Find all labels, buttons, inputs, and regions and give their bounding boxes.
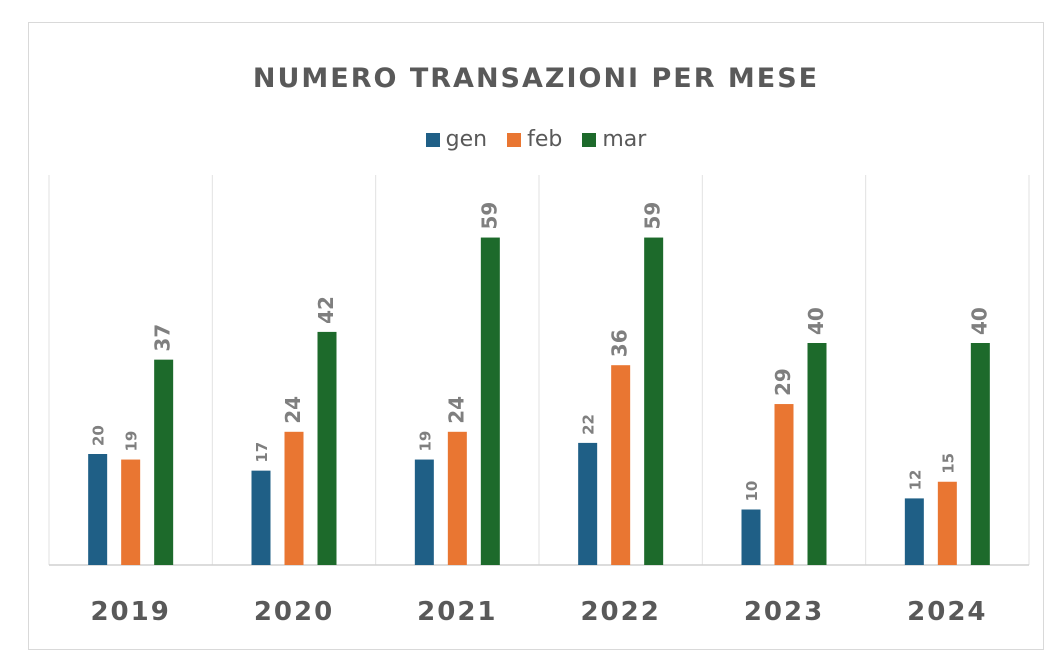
data-label: 37: [151, 324, 175, 352]
bar-feb-2019: [121, 459, 141, 565]
data-label: 24: [444, 396, 468, 424]
data-label: 17: [253, 442, 271, 463]
bar-mar-2021: [480, 237, 500, 566]
data-label: 15: [939, 453, 957, 474]
x-tick-label: 2021: [417, 597, 497, 627]
data-label: 10: [743, 481, 761, 502]
bar-mar-2024: [970, 343, 990, 565]
chart-title: NUMERO TRANSAZIONI PER MESE: [252, 63, 820, 94]
legend-swatch-mar: [582, 132, 597, 147]
chart-frame: NUMERO TRANSAZIONI PER MESE gen feb mar …: [28, 22, 1044, 650]
legend-item-feb: feb: [507, 127, 562, 152]
bar-mar-2020: [317, 331, 337, 565]
bar-gen-2023: [741, 509, 761, 565]
x-tick-label: 2024: [907, 597, 987, 627]
legend: gen feb mar: [29, 127, 1043, 152]
bar-feb-2022: [611, 365, 631, 565]
data-label: 20: [90, 425, 108, 446]
legend-swatch-gen: [425, 132, 440, 147]
bar-feb-2021: [447, 431, 467, 565]
bar-feb-2023: [774, 404, 794, 565]
bar-feb-2024: [937, 481, 957, 565]
bar-gen-2019: [88, 454, 108, 565]
legend-label-mar: mar: [602, 127, 647, 152]
legend-swatch-feb: [507, 132, 522, 147]
legend-item-gen: gen: [425, 127, 488, 152]
plot-area: 20 19372019172442202019245920212236592022…: [48, 175, 1030, 627]
bar-mar-2022: [644, 237, 664, 566]
legend-label-feb: feb: [527, 127, 563, 152]
data-label: 19: [416, 431, 434, 452]
data-label: 22: [580, 414, 598, 435]
bar-gen-2022: [578, 442, 598, 565]
bar-mar-2023: [807, 343, 827, 565]
x-tick-label: 2022: [580, 597, 660, 627]
data-label: 24: [281, 396, 305, 424]
legend-label-gen: gen: [445, 127, 488, 152]
x-tick-label: 2019: [90, 597, 170, 627]
bar-gen-2021: [414, 459, 434, 565]
data-label: 59: [477, 202, 501, 230]
data-label: 40: [804, 307, 828, 335]
data-label: 12: [906, 470, 924, 491]
data-label: 19: [123, 431, 141, 452]
x-tick-label: 2020: [254, 597, 334, 627]
bar-gen-2020: [251, 470, 271, 565]
data-label: 59: [641, 202, 665, 230]
legend-item-mar: mar: [582, 127, 646, 152]
bar-mar-2019: [154, 359, 174, 565]
data-label: 42: [314, 296, 338, 324]
x-tick-label: 2023: [744, 597, 824, 627]
bar-gen-2024: [904, 498, 924, 565]
data-label: 36: [608, 329, 632, 357]
data-label: 29: [771, 368, 795, 396]
data-label: 40: [967, 307, 991, 335]
bar-feb-2020: [284, 431, 304, 565]
